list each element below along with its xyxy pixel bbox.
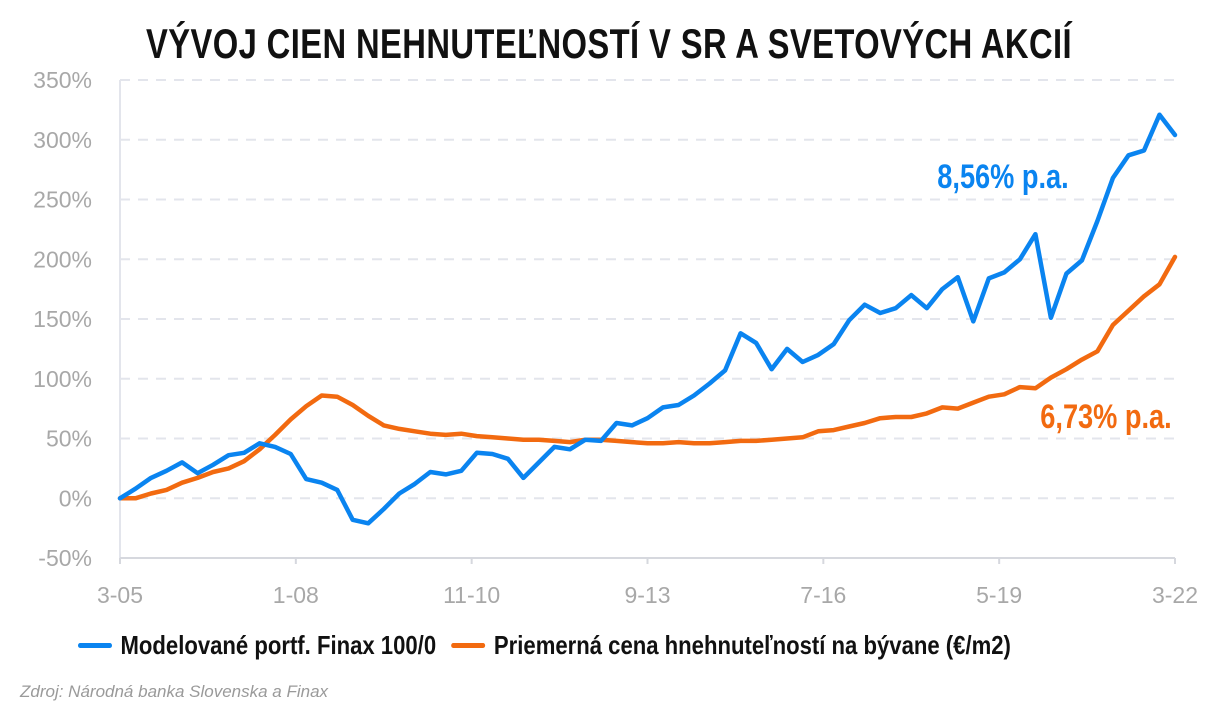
legend-label-real-estate: Priemerná cena hnehnuteľností na bývane … bbox=[493, 630, 1011, 660]
y-tick-label: 200% bbox=[33, 246, 92, 272]
x-tick-label: 3-05 bbox=[97, 582, 143, 608]
legend-label-finax: Modelované portf. Finax 100/0 bbox=[120, 630, 437, 660]
legend: Modelované portf. Finax 100/0 Priemerná … bbox=[78, 630, 1026, 661]
annotation-finax: 8,56% p.a. bbox=[937, 157, 1068, 196]
legend-item-real-estate: Priemerná cena hnehnuteľností na bývane … bbox=[451, 630, 1011, 661]
x-tick-label: 3-22 bbox=[1152, 582, 1198, 608]
x-tick-label: 9-13 bbox=[624, 582, 670, 608]
y-tick-label: 250% bbox=[33, 187, 92, 213]
legend-swatch-finax bbox=[78, 643, 112, 648]
x-tick-label: 11-10 bbox=[443, 582, 500, 608]
source-note: Zdroj: Národná banka Slovenska a Finax bbox=[20, 682, 329, 701]
x-tick-label: 1-08 bbox=[273, 582, 319, 608]
series-line-real-estate bbox=[117, 254, 1178, 501]
x-tick-label: 5-19 bbox=[976, 582, 1022, 608]
x-tick-label: 7-16 bbox=[800, 582, 846, 608]
y-tick-label: 150% bbox=[33, 306, 92, 332]
y-tick-label: -50% bbox=[38, 545, 92, 571]
y-tick-label: 0% bbox=[59, 485, 92, 511]
y-tick-label: 350% bbox=[33, 67, 92, 93]
series-line-finax bbox=[117, 112, 1178, 526]
chart-title: VÝVOJ CIEN NEHNUTEĽNOSTÍ V SR A SVETOVÝC… bbox=[145, 20, 1073, 67]
y-tick-label: 300% bbox=[33, 127, 92, 153]
legend-swatch-real-estate bbox=[451, 643, 486, 648]
legend-item-finax: Modelované portf. Finax 100/0 bbox=[78, 630, 436, 661]
y-tick-label: 100% bbox=[33, 366, 92, 392]
y-tick-label: 50% bbox=[46, 426, 92, 452]
annotation-real-estate: 6,73% p.a. bbox=[1040, 397, 1171, 436]
